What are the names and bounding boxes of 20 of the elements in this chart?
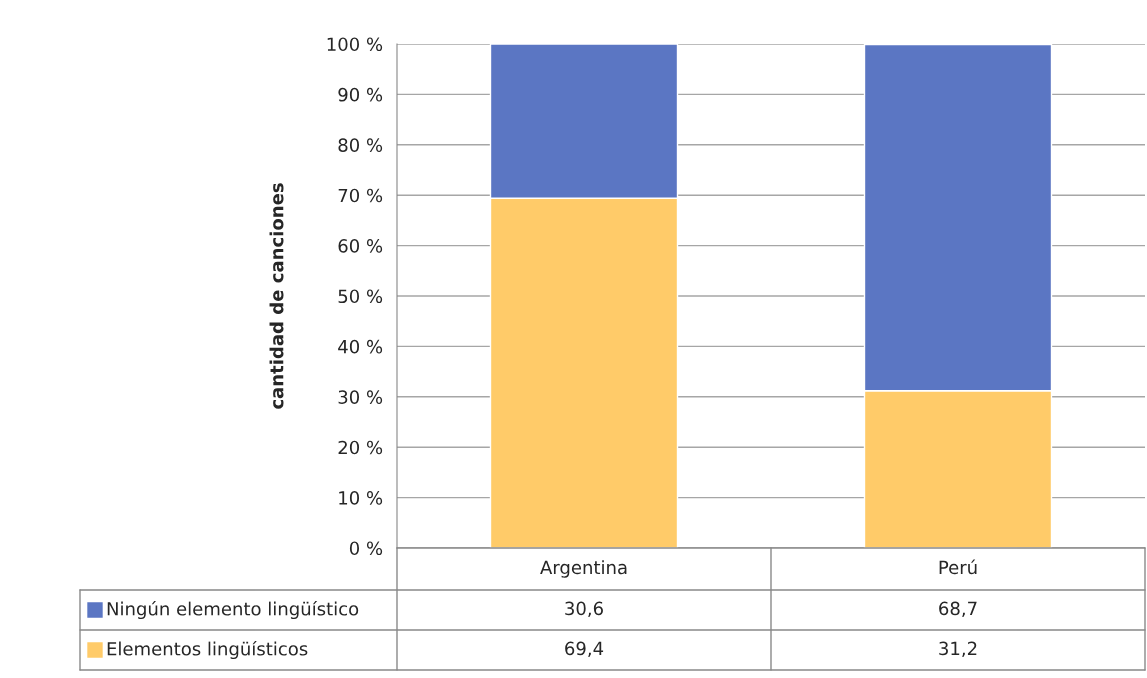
data-label: 31,2 — [939, 641, 977, 658]
y-tick-label: 20 % — [338, 440, 383, 455]
x-tick-label: Argentina — [540, 560, 627, 578]
x-tick-label: Perú — [939, 559, 977, 575]
y-tick-label: 100 % — [327, 37, 383, 52]
y-tick-label: 50 % — [338, 289, 383, 304]
y-tick-label: 60 % — [338, 239, 383, 253]
y-tick-label: 30 % — [338, 390, 383, 404]
y-tick-label: 90 % — [338, 87, 383, 102]
legend-label: Ningún elemento lingüístico — [107, 600, 359, 620]
y-tick-label: 10 % — [339, 491, 383, 505]
y-axis-title: cantidad de canciones — [269, 183, 284, 409]
y-tick-label: 80 % — [338, 138, 383, 152]
data-label: 68,7 — [939, 601, 977, 618]
y-tick-label: 40 % — [338, 339, 383, 354]
legend-label: Elementos lingüísticos — [107, 640, 308, 660]
y-tick-label: 70 % — [338, 188, 383, 203]
y-tick-label: 0 % — [349, 541, 383, 556]
data-label: 30,6 — [565, 601, 603, 618]
data-label: 69,4 — [565, 641, 604, 658]
